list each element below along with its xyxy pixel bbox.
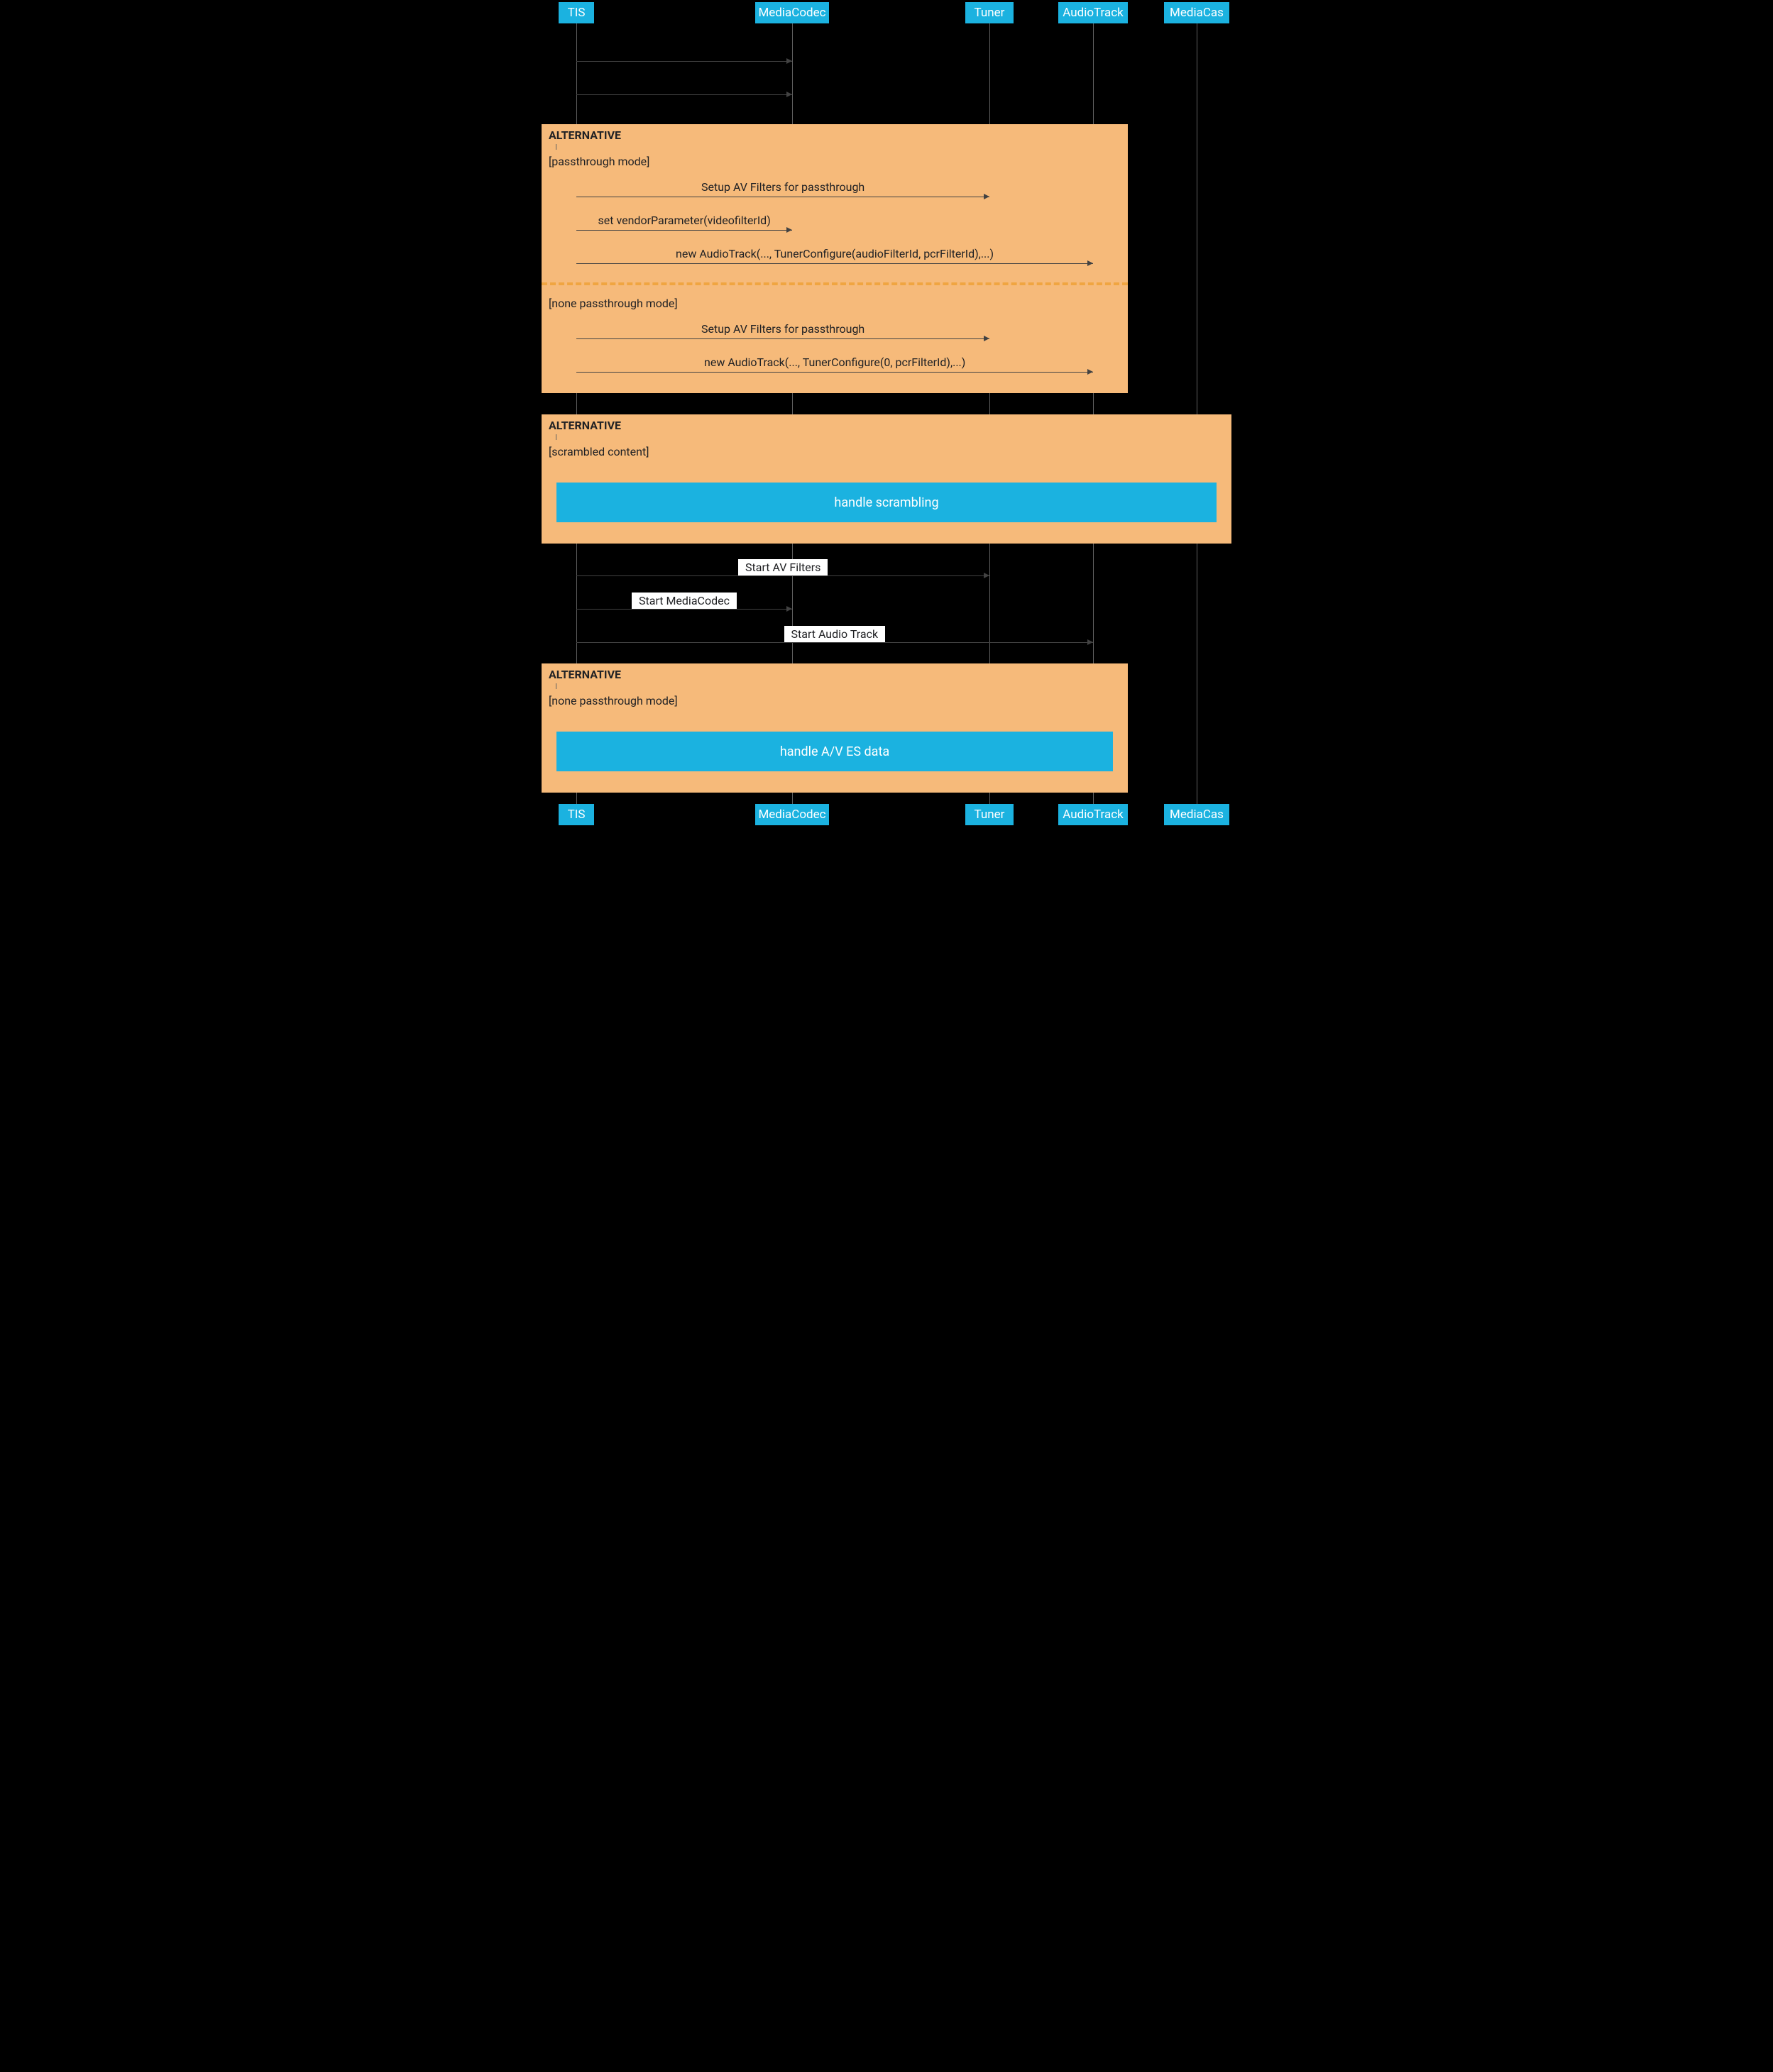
- msg-top-1-head: [786, 92, 792, 97]
- sequence-diagram: ALTERNATIVE [passthrough mode] [none passt…: [532, 0, 1241, 829]
- alt-title-2: ALTERNATIVE: [549, 419, 621, 432]
- actor-top-mediacodec: MediaCodec: [755, 2, 829, 23]
- alt1b-msg-1-line: [576, 372, 1093, 373]
- alt-frame-3: [542, 663, 1128, 793]
- msg-top-0-line: [576, 61, 792, 62]
- msg-mid-1-label: Start MediaCodec: [632, 593, 737, 609]
- alt1b-msg-0-label: Setup AV Filters for passthrough: [701, 322, 864, 336]
- alt1a-msg-0-head: [984, 194, 989, 199]
- actor-bottom-mediacas: MediaCas: [1164, 804, 1229, 825]
- alt1a-msg-2-line: [576, 263, 1093, 264]
- msg-top-1-line: [576, 94, 792, 95]
- alt1b-msg-1-label: new AudioTrack(..., TunerConfigure(0, pc…: [704, 356, 965, 369]
- alt-title-3: ALTERNATIVE: [549, 668, 621, 681]
- alt1a-msg-2-label: new AudioTrack(..., TunerConfigure(audio…: [676, 247, 994, 260]
- msg-mid-0-label: Start AV Filters: [738, 559, 828, 575]
- alt3-guard: [none passthrough mode]: [549, 694, 678, 707]
- alt-title-1: ALTERNATIVE: [549, 128, 621, 142]
- msg-mid-2-head: [1087, 639, 1093, 645]
- actor-bottom-tis: TIS: [559, 804, 594, 825]
- msg-mid-2-label: Start Audio Track: [784, 626, 886, 642]
- msg-mid-0-line: [576, 575, 989, 576]
- alt2-guard: [scrambled content]: [549, 445, 649, 458]
- msg-mid-0-head: [984, 573, 989, 578]
- alt1a-msg-2-head: [1087, 260, 1093, 266]
- alt1a-msg-1-label: set vendorParameter(videofilterId): [598, 214, 771, 227]
- alt1a-msg-1-head: [786, 227, 792, 233]
- actor-top-mediacas: MediaCas: [1164, 2, 1229, 23]
- actor-bottom-mediacodec: MediaCodec: [755, 804, 829, 825]
- alt1b-msg-0-head: [984, 336, 989, 341]
- msg-mid-1-head: [786, 606, 792, 612]
- alt-frame-2: [542, 414, 1231, 544]
- msg-top-0-head: [786, 58, 792, 64]
- alt1-divider: [542, 282, 1128, 285]
- msg-mid-1-line: [576, 609, 792, 610]
- msg-mid-2-line: [576, 642, 1093, 643]
- alt1a-msg-1-line: [576, 230, 792, 231]
- alt1-guard1: [passthrough mode]: [549, 155, 649, 168]
- actor-bottom-tuner: Tuner: [965, 804, 1014, 825]
- alt1b-msg-1-head: [1087, 369, 1093, 375]
- actor-top-audiotrack: AudioTrack: [1058, 2, 1128, 23]
- actor-bottom-audiotrack: AudioTrack: [1058, 804, 1128, 825]
- alt1a-msg-0-label: Setup AV Filters for passthrough: [701, 180, 864, 194]
- alt1b-msg-0-line: [576, 338, 989, 339]
- actor-top-tis: TIS: [559, 2, 594, 23]
- actor-top-tuner: Tuner: [965, 2, 1014, 23]
- ref-scrambling: handle scrambling: [556, 483, 1217, 522]
- alt1-guard2: [none passthrough mode]: [549, 297, 678, 310]
- ref-av-es: handle A/V ES data: [556, 732, 1113, 771]
